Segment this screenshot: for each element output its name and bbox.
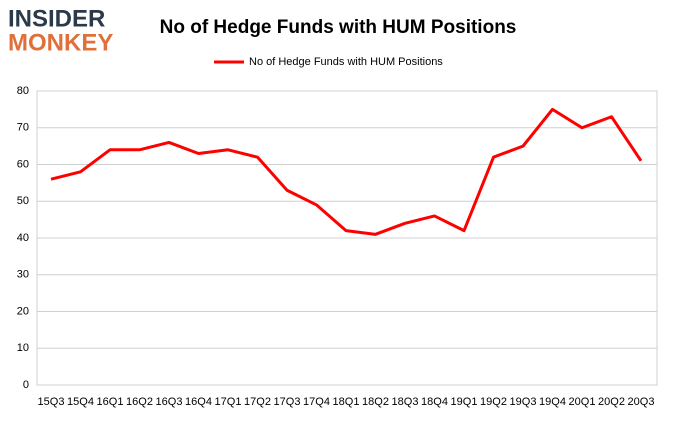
x-tick-label: 19Q2 (480, 396, 507, 408)
x-tick-label: 17Q1 (215, 396, 242, 408)
x-tick-label: 17Q3 (274, 396, 301, 408)
x-tick-label: 20Q2 (598, 396, 625, 408)
x-tick-label: 18Q3 (392, 396, 419, 408)
x-tick-label: 16Q3 (156, 396, 183, 408)
y-tick-label: 80 (17, 85, 29, 97)
y-tick-label: 20 (17, 305, 29, 317)
y-tick-label: 70 (17, 122, 29, 134)
x-tick-label: 16Q2 (126, 396, 153, 408)
x-tick-label: 17Q4 (303, 396, 330, 408)
x-tick-label: 19Q3 (510, 396, 537, 408)
line (50, 107, 643, 236)
x-tick-label: 18Q1 (333, 396, 360, 408)
x-tick-label: 19Q1 (451, 396, 478, 408)
logo-bottom: MONKEY (8, 29, 113, 56)
y-tick-label: 30 (17, 269, 29, 281)
x-tick-label: 15Q4 (67, 396, 94, 408)
x-tick-label: 20Q1 (569, 396, 596, 408)
logo-top: INSIDER (8, 5, 105, 32)
x-tick-label: 17Q2 (244, 396, 271, 408)
x-tick-label: 15Q3 (38, 396, 65, 408)
y-tick-label: 60 (17, 158, 29, 170)
x-tick-label: 18Q4 (421, 396, 448, 408)
y-tick-label: 0 (23, 379, 29, 391)
chart-title: No of Hedge Funds with HUM Positions (160, 17, 517, 38)
x-tick-label: 16Q1 (97, 396, 124, 408)
y-tick-label: 50 (17, 195, 29, 207)
x-tick-label: 20Q3 (628, 396, 655, 408)
x-tick-label: 19Q4 (539, 396, 566, 408)
x-tick-label: 18Q2 (362, 396, 389, 408)
legend-label: No of Hedge Funds with HUM Positions (249, 56, 443, 68)
y-tick-label: 40 (17, 232, 29, 244)
y-tick-label: 10 (17, 342, 29, 354)
x-tick-label: 16Q4 (185, 396, 212, 408)
